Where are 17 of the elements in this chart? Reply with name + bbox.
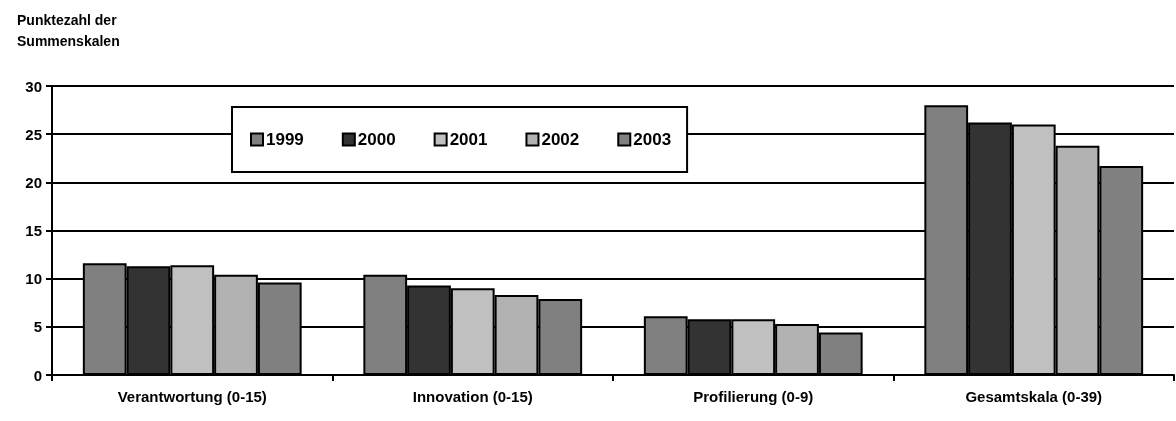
legend-label: 1999 xyxy=(266,130,304,149)
y-tick-label: 25 xyxy=(25,125,42,143)
x-tick-label: Innovation (0-15) xyxy=(412,388,533,405)
legend-label: 2001 xyxy=(449,130,488,149)
y-tick-label: 15 xyxy=(25,222,42,239)
y-tick-label: 10 xyxy=(25,270,42,288)
x-tick-label: Profilierung (0-9) xyxy=(693,388,814,405)
y-tick-label: 30 xyxy=(25,77,42,95)
x-tick-label: Gesamtskala (0-39) xyxy=(965,388,1103,405)
x-tick-label: Verantwortung (0-15) xyxy=(117,388,267,405)
y-tick-label: 5 xyxy=(33,318,42,336)
y-tick-label: 0 xyxy=(33,366,42,384)
legend-label: 2000 xyxy=(357,130,396,149)
legend-label: 2002 xyxy=(541,130,580,149)
legend-label: 2003 xyxy=(633,130,672,149)
y-tick-label: 20 xyxy=(25,173,42,191)
y-axis-title: Punktezahl der Summenskalen xyxy=(17,11,121,49)
